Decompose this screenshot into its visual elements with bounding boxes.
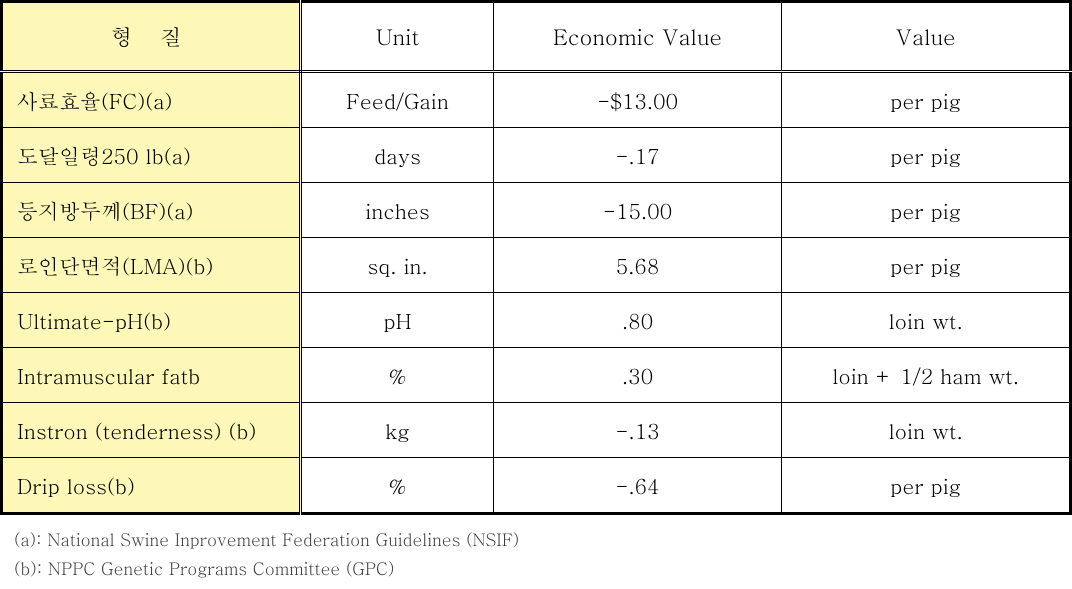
footnote-a: (a): National Swine Inprovement Federati… [14,525,1058,554]
cell-economic-value: -.64 [493,458,782,514]
header-value: Value [782,2,1071,72]
cell-trait: Intramuscular fatb [2,348,301,403]
cell-unit: inches [301,183,493,238]
header-economic-value: Economic Value [493,2,782,72]
table-row: 도달일령250 lb(a) days -.17 per pig [2,128,1071,183]
cell-unit: days [301,128,493,183]
table-row: 로인단면적(LMA)(b) sq. in. 5.68 per pig [2,238,1071,293]
cell-trait: Drip loss(b) [2,458,301,514]
footnotes: (a): National Swine Inprovement Federati… [0,515,1072,589]
table-container: 형 질 Unit Economic Value Value 사료효율(FC)(a… [0,0,1072,589]
cell-value: per pig [782,128,1071,183]
table-row: Instron (tenderness) (b) kg -.13 loin wt… [2,403,1071,458]
table-row: Drip loss(b) % -.64 per pig [2,458,1071,514]
cell-trait: Ultimate-pH(b) [2,293,301,348]
cell-value: loin wt. [782,403,1071,458]
cell-economic-value: .80 [493,293,782,348]
header-unit: Unit [301,2,493,72]
cell-economic-value: -15.00 [493,183,782,238]
traits-table: 형 질 Unit Economic Value Value 사료효율(FC)(a… [0,0,1072,515]
footnote-b: (b): NPPC Genetic Programs Committee (GP… [14,554,1058,583]
cell-value: per pig [782,183,1071,238]
cell-unit: sq. in. [301,238,493,293]
table-row: Ultimate-pH(b) pH .80 loin wt. [2,293,1071,348]
cell-unit: kg [301,403,493,458]
table-body: 사료효율(FC)(a) Feed/Gain -$13.00 per pig 도달… [2,72,1071,514]
cell-unit: % [301,348,493,403]
header-trait: 형 질 [2,2,301,72]
cell-value: loin wt. [782,293,1071,348]
cell-trait: Instron (tenderness) (b) [2,403,301,458]
table-row: 사료효율(FC)(a) Feed/Gain -$13.00 per pig [2,72,1071,128]
header-row: 형 질 Unit Economic Value Value [2,2,1071,72]
cell-trait: 로인단면적(LMA)(b) [2,238,301,293]
cell-trait: 등지방두께(BF)(a) [2,183,301,238]
cell-unit: % [301,458,493,514]
cell-trait: 도달일령250 lb(a) [2,128,301,183]
cell-value: per pig [782,72,1071,128]
cell-unit: Feed/Gain [301,72,493,128]
cell-trait: 사료효율(FC)(a) [2,72,301,128]
table-row: 등지방두께(BF)(a) inches -15.00 per pig [2,183,1071,238]
cell-economic-value: -$13.00 [493,72,782,128]
cell-economic-value: 5.68 [493,238,782,293]
cell-economic-value: .30 [493,348,782,403]
cell-unit: pH [301,293,493,348]
cell-value: per pig [782,238,1071,293]
table-row: Intramuscular fatb % .30 loin + 1/2 ham … [2,348,1071,403]
cell-value: loin + 1/2 ham wt. [782,348,1071,403]
cell-economic-value: -.13 [493,403,782,458]
cell-economic-value: -.17 [493,128,782,183]
cell-value: per pig [782,458,1071,514]
